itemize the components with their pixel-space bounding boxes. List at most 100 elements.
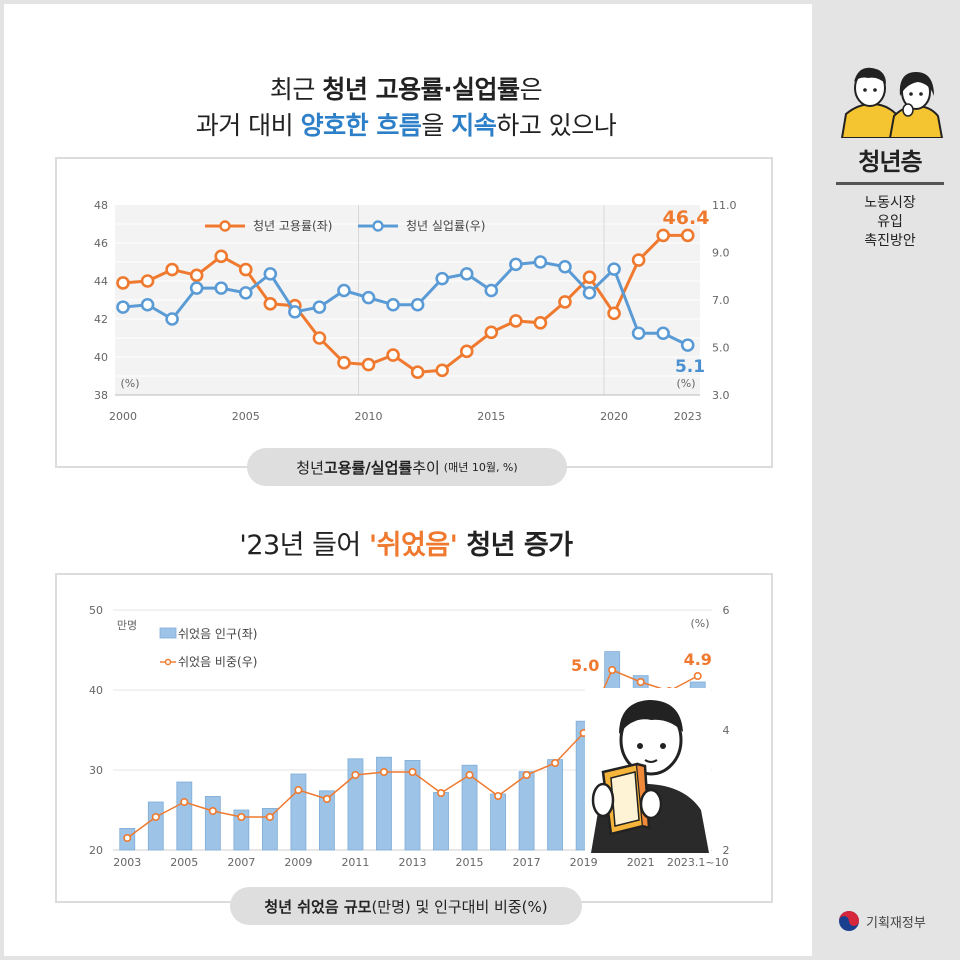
series-point-0 <box>558 295 572 309</box>
series-point-1 <box>116 300 130 314</box>
right-unit-label: (%) <box>676 377 695 390</box>
x-axis-tick: 2005 <box>232 410 260 423</box>
right-axis-tick: 3.0 <box>712 389 730 402</box>
x-axis-tick: 2000 <box>109 410 137 423</box>
x-axis-tick: 2009 <box>284 856 312 869</box>
legend-label: 쉬었음 인구(좌) <box>178 627 257 641</box>
bar <box>547 759 564 851</box>
headline-2-emphasis: 청년 증가 <box>457 530 573 561</box>
series-point-1 <box>189 281 204 295</box>
series-point-0 <box>459 344 474 359</box>
series-point-0 <box>116 276 130 290</box>
legend-bar-swatch <box>159 627 177 639</box>
series-point-0 <box>410 365 425 380</box>
bar <box>290 773 307 851</box>
series-point-0 <box>140 274 155 288</box>
x-axis-tick: 2019 <box>570 856 598 869</box>
ratio-point <box>408 767 417 776</box>
government-name: 기획재정부 <box>866 915 926 931</box>
series-point-1 <box>238 286 253 300</box>
series-point-0 <box>263 296 278 311</box>
ratio-point <box>636 677 645 686</box>
series-point-1 <box>459 267 474 281</box>
series-point-0 <box>607 306 621 321</box>
legend-marker <box>219 220 231 232</box>
bar <box>376 756 392 851</box>
series-point-0 <box>165 262 179 277</box>
right-axis-tick: 2 <box>723 844 730 857</box>
left-axis-tick: 40 <box>89 684 103 697</box>
last-label: 4.9 <box>684 650 712 669</box>
headline-1-text: 은 <box>519 75 543 104</box>
left-axis-tick: 30 <box>89 764 103 777</box>
series-point-0 <box>509 314 523 328</box>
ratio-point <box>522 770 531 779</box>
right-unit-label: (%) <box>690 617 709 630</box>
series-point-1 <box>607 262 621 276</box>
bar <box>233 809 250 851</box>
employment-unemployment-chart: 48 46 44 42 40 38 11.0 9.0 7.0 5.0 3.0 2000 2005 2010… <box>94 199 737 423</box>
x-axis-tick: 2023.1~10 <box>667 856 729 869</box>
headline-1-text: 을 <box>421 111 452 140</box>
series-point-0 <box>582 270 597 285</box>
series-point-0 <box>189 268 204 283</box>
side-title: 청년층 <box>858 148 922 176</box>
right-axis-tick: 6 <box>723 604 730 617</box>
legend-marker <box>372 220 384 232</box>
caption-text: 추이 <box>412 458 440 477</box>
series-point-1 <box>386 297 400 312</box>
right-axis-tick: 7.0 <box>712 294 730 307</box>
left-unit-label: (%) <box>120 377 139 390</box>
x-axis-tick: 2015 <box>477 410 505 423</box>
x-axis-tick: 2005 <box>170 856 198 869</box>
x-axis-tick: 2010 <box>355 410 383 423</box>
bar <box>347 758 364 851</box>
right-axis-tick: 11.0 <box>712 199 737 212</box>
x-axis-tick: 2011 <box>341 856 369 869</box>
right-axis-tick: 5.0 <box>712 342 730 355</box>
headline-1-line-1: 최근 청년 고용률·실업률은 <box>0 72 812 108</box>
series-point-1 <box>263 267 278 281</box>
left-axis-tick: 44 <box>94 275 108 288</box>
bar <box>176 781 193 851</box>
x-axis-tick: 2020 <box>600 410 628 423</box>
bar <box>433 792 449 851</box>
series-point-1 <box>165 312 179 326</box>
ratio-point <box>237 812 246 821</box>
caption-text: (만명) 및 인구대비 비중(%) <box>371 897 548 916</box>
series-point-0 <box>631 253 646 267</box>
left-axis-tick: 46 <box>94 237 108 250</box>
legend-label: 쉬었음 비중(우) <box>178 655 257 669</box>
ratio-point <box>379 767 388 776</box>
side-subtitle: 노동시장 유입 촉진방안 <box>830 194 950 251</box>
series-point-0 <box>312 331 327 345</box>
unemployment-last-label: 5.1 <box>675 357 705 377</box>
series-point-1 <box>361 290 376 305</box>
bar <box>461 764 478 851</box>
series-point-1 <box>631 326 646 341</box>
right-axis-tick: 9.0 <box>712 247 730 260</box>
series-point-0 <box>214 249 229 264</box>
series-point-1 <box>214 281 229 295</box>
bar <box>261 808 278 851</box>
legend-label: 청년 고용률(좌) <box>253 219 332 233</box>
bar <box>319 790 335 851</box>
series-point-1 <box>656 326 670 341</box>
side-subtitle-line: 유입 <box>877 214 903 230</box>
headline-1-highlight: 지속 <box>451 111 497 140</box>
left-axis-tick: 38 <box>94 389 108 402</box>
ratio-point <box>208 806 217 815</box>
left-axis-tick: 50 <box>89 604 103 617</box>
legend-marker <box>164 658 172 666</box>
series-point-1 <box>337 283 351 298</box>
series-point-0 <box>238 262 253 277</box>
series-point-1 <box>435 271 449 286</box>
headline-2-highlight: '쉬었음' <box>368 530 458 561</box>
headline-2-text: '23년 들어 <box>239 530 369 561</box>
bar <box>490 793 506 851</box>
x-axis-tick: 2015 <box>456 856 484 869</box>
bar <box>147 801 164 851</box>
series-point-0 <box>386 348 400 362</box>
headline-1-text: 하고 있으나 <box>496 111 617 140</box>
